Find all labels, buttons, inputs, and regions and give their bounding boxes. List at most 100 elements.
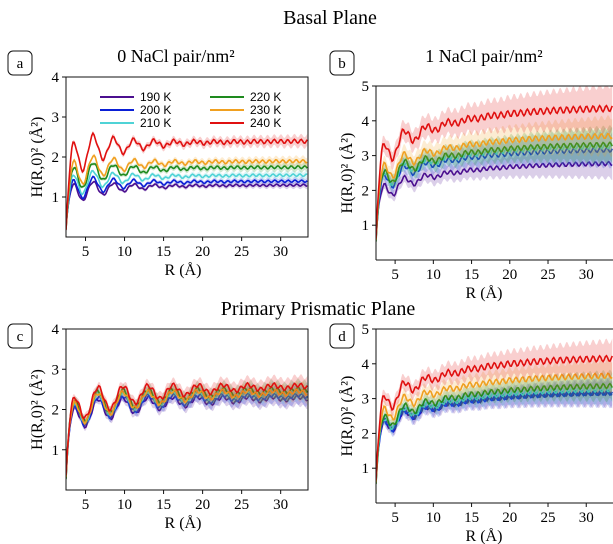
series-line-d-230K <box>376 372 613 483</box>
xtick-label-c: 15 <box>156 497 171 513</box>
series-line-a-210K <box>66 170 308 227</box>
xtick-label-a: 10 <box>117 244 132 260</box>
xtick-label-a: 25 <box>234 244 249 260</box>
series-line-c-240K <box>66 381 308 476</box>
xtick-label-c: 20 <box>195 497 210 513</box>
panel-a-title: 0 NaCl pair/nm² <box>117 46 234 66</box>
series-line-b-220K <box>376 141 613 242</box>
svg-text:d: d <box>338 329 346 345</box>
ytick-label-d: 2 <box>362 426 370 442</box>
ytick-label-c: 3 <box>52 362 60 378</box>
xtick-label-c: 10 <box>117 497 132 513</box>
xlabel-a: R (Å) <box>165 261 202 279</box>
ytick-label-d: 4 <box>362 357 370 373</box>
xtick-label-a: 15 <box>156 244 171 260</box>
series-line-b-190K <box>376 160 613 240</box>
band-d-240K <box>376 338 613 487</box>
ylabel-a: H(R,0)² (Å²) <box>28 117 46 198</box>
band-b-240K <box>376 86 613 247</box>
section-title-prismatic: Primary Prismatic Plane <box>221 298 416 320</box>
ytick-label-b: 5 <box>362 79 370 95</box>
ylabel-b: H(R,0)² (Å²) <box>338 133 356 214</box>
ytick-label-c: 1 <box>52 443 60 459</box>
panel-letter-c: c <box>7 323 33 349</box>
plot-area-b <box>376 86 613 248</box>
ylabel-d: H(R,0)² (Å²) <box>338 376 356 457</box>
series-line-d-240K <box>376 354 613 481</box>
xtick-label-a: 30 <box>273 244 288 260</box>
xtick-label-d: 10 <box>426 510 441 526</box>
band-b-190K <box>376 147 613 245</box>
ylabel-c: H(R,0)² (Å²) <box>28 369 46 450</box>
xtick-label-c: 5 <box>82 497 90 513</box>
ytick-label-b: 4 <box>362 114 370 130</box>
axes-a: 5 10 15 20 25 30 1 2 3 4 <box>52 70 309 260</box>
ytick-label-c: 2 <box>52 403 60 419</box>
xtick-label-b: 10 <box>426 267 441 283</box>
ytick-label-a: 1 <box>52 190 60 206</box>
band-b-230K <box>376 115 613 247</box>
band-c-240K <box>66 374 308 479</box>
axes-d: 5 10 15 20 25 30 1 2 3 4 5 <box>362 322 613 526</box>
section-title-basal: Basal Plane <box>283 7 377 29</box>
ytick-label-a: 3 <box>52 110 60 126</box>
panel-d: 5 10 15 20 25 30 1 2 3 4 5 R (Å) H(R,0)² (Å²) <box>338 322 613 544</box>
xtick-label-c: 25 <box>234 497 249 513</box>
ytick-label-b: 2 <box>362 183 370 199</box>
panel-b-title: 1 NaCl pair/nm² <box>425 46 542 66</box>
band-d-210K <box>376 373 613 486</box>
series-line-b-230K <box>376 132 613 241</box>
xlabel-b: R (Å) <box>466 284 503 302</box>
svg-text:c: c <box>17 329 24 345</box>
series-line-c-190K <box>66 394 308 479</box>
band-b-210K <box>376 127 613 245</box>
series-line-a-240K <box>66 131 308 231</box>
panel-letter-d: d <box>329 323 355 349</box>
series-line-a-220K <box>66 163 308 230</box>
legend-label: 200 K <box>140 103 171 117</box>
xtick-label-b: 25 <box>541 267 556 283</box>
plot-area-a <box>66 130 308 233</box>
axes-b: 5 10 15 20 25 30 1 2 3 4 5 <box>362 79 613 283</box>
band-a-220K <box>66 161 308 231</box>
xlabel-d: R (Å) <box>466 527 503 544</box>
xtick-label-c: 30 <box>273 497 288 513</box>
xtick-label-b: 15 <box>464 267 479 283</box>
series-line-d-220K <box>376 382 613 485</box>
xtick-label-d: 15 <box>464 510 479 526</box>
xtick-label-d: 30 <box>579 510 594 526</box>
xlabel-c: R (Å) <box>165 514 202 532</box>
ytick-label-d: 5 <box>362 322 370 338</box>
xtick-label-a: 20 <box>195 244 210 260</box>
band-b-200K <box>376 131 613 243</box>
series-line-d-190K <box>376 389 613 483</box>
series-line-d-200K <box>376 389 613 480</box>
series-line-a-200K <box>66 175 308 225</box>
xtick-label-b: 30 <box>579 267 594 283</box>
legend-label: 220 K <box>250 90 281 104</box>
plot-area-c <box>66 374 308 483</box>
svg-text:b: b <box>338 56 346 72</box>
series-line-b-240K <box>376 104 613 239</box>
legend-label: 230 K <box>250 103 281 117</box>
ytick-label-d: 1 <box>362 461 370 477</box>
series-line-c-230K <box>66 388 308 478</box>
legend-label: 210 K <box>140 116 171 130</box>
ytick-label-b: 3 <box>362 149 370 165</box>
ytick-label-b: 1 <box>362 218 370 234</box>
xtick-label-d: 5 <box>391 510 399 526</box>
panel-letter-b: b <box>329 50 355 76</box>
ytick-label-a: 4 <box>52 70 60 86</box>
band-d-220K <box>376 369 613 489</box>
series-line-a-230K <box>66 154 308 230</box>
xtick-label-a: 5 <box>82 244 90 260</box>
svg-text:a: a <box>17 56 24 72</box>
band-d-230K <box>376 358 613 488</box>
ytick-label-a: 2 <box>52 150 60 166</box>
panel-letter-a: a <box>7 50 33 76</box>
xtick-label-d: 20 <box>502 510 517 526</box>
panel-c: 5 10 15 20 25 30 1 2 3 4 R (Å) H(R,0)² (Å²) <box>28 322 309 532</box>
legend-label: 240 K <box>250 116 281 130</box>
